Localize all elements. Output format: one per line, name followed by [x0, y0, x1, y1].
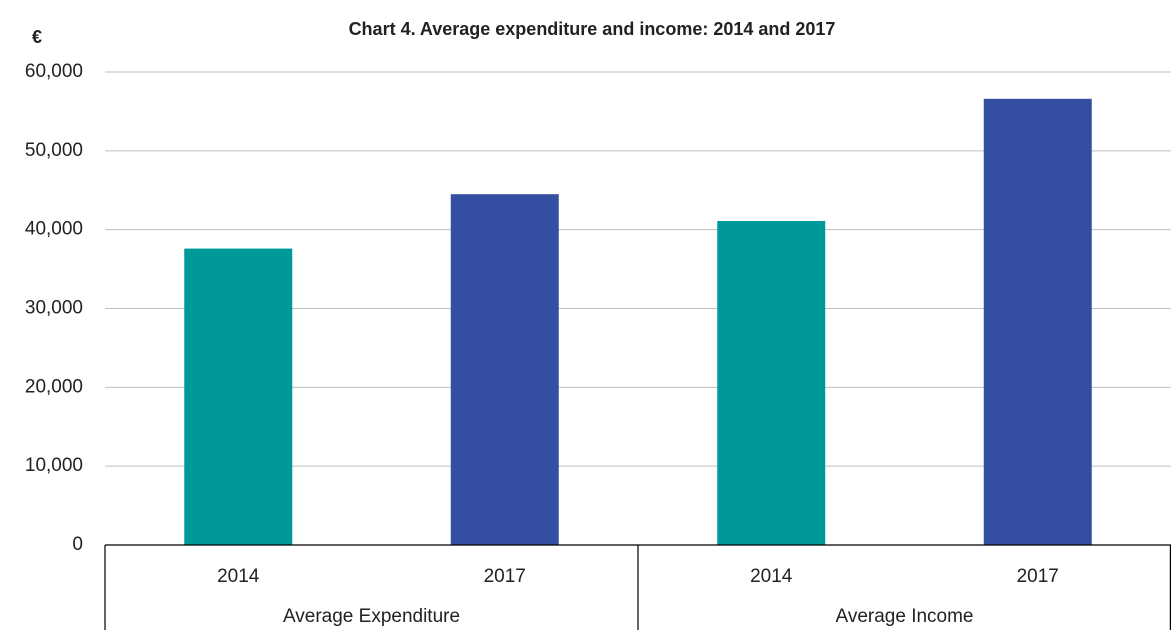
- y-tick-label: 40,000: [25, 219, 83, 240]
- y-tick-label: 0: [72, 534, 83, 555]
- y-tick-label: 30,000: [25, 298, 83, 319]
- y-tick-label: 20,000: [25, 376, 83, 397]
- bar: [717, 220, 826, 545]
- x-tick-label: 2017: [484, 566, 526, 587]
- bar: [983, 98, 1092, 545]
- y-tick-label: 60,000: [25, 61, 83, 82]
- x-tick-label: 2017: [1017, 566, 1059, 587]
- bar: [184, 248, 293, 545]
- x-group-label: Average Income: [835, 606, 973, 627]
- chart-title: Chart 4. Average expenditure and income:…: [349, 19, 836, 39]
- y-tick-label: 50,000: [25, 140, 83, 161]
- bar: [450, 194, 559, 546]
- y-tick-label: 10,000: [25, 455, 83, 476]
- y-axis-label: €: [32, 27, 42, 47]
- x-group-label: Average Expenditure: [283, 606, 460, 627]
- x-tick-label: 2014: [750, 566, 793, 587]
- x-tick-label: 2014: [217, 566, 260, 587]
